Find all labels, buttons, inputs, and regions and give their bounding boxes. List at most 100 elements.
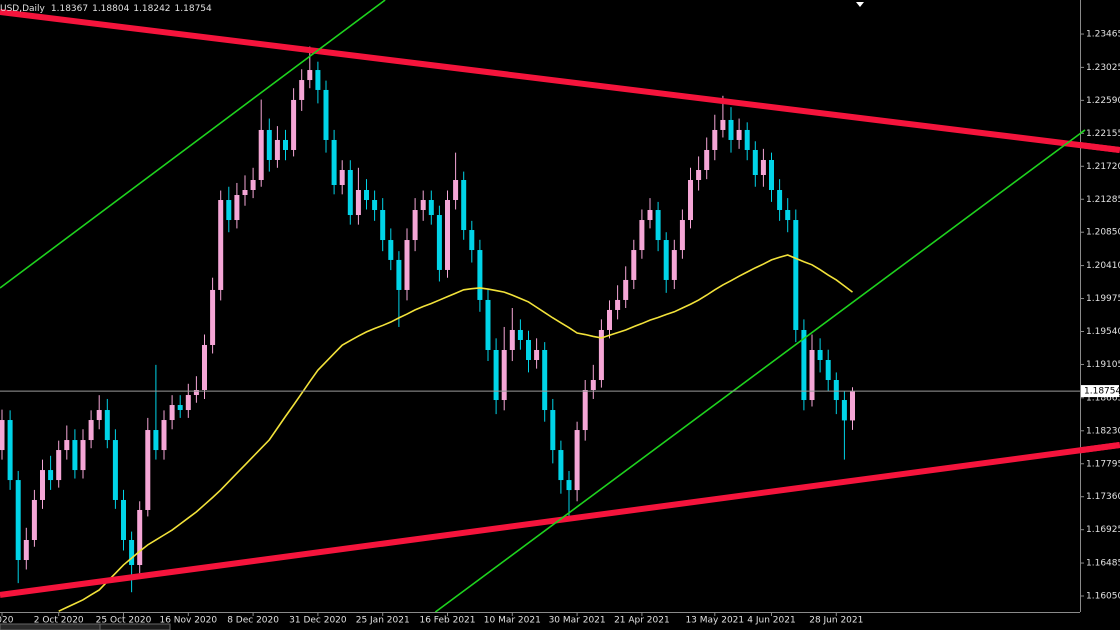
candle-body bbox=[825, 360, 831, 381]
candle-body bbox=[15, 480, 21, 561]
candle-body bbox=[339, 169, 345, 186]
candle-body bbox=[388, 240, 394, 260]
candle-body bbox=[485, 299, 491, 350]
candle-body bbox=[347, 169, 353, 216]
candle-body bbox=[704, 149, 710, 170]
candle-body bbox=[226, 200, 232, 221]
candle-body bbox=[777, 190, 783, 211]
header-open: 1.18367 bbox=[51, 4, 88, 14]
candle-body bbox=[720, 119, 726, 130]
candle-body bbox=[809, 349, 815, 401]
tab[interactable] bbox=[99, 623, 171, 630]
candle-body bbox=[590, 380, 596, 391]
candle-body bbox=[477, 250, 483, 300]
candle-body bbox=[266, 129, 272, 160]
candle-body bbox=[769, 159, 774, 191]
candle-body bbox=[380, 210, 386, 241]
y-tick-label: 1.20850 bbox=[1086, 228, 1120, 238]
candle-body bbox=[72, 440, 78, 471]
candle-body bbox=[493, 349, 499, 401]
trendline bbox=[0, 8, 1120, 153]
price-label-box bbox=[1081, 385, 1119, 398]
y-tick-label: 1.18665 bbox=[1086, 393, 1120, 403]
header-low: 1.18242 bbox=[133, 4, 170, 14]
candle-body bbox=[469, 230, 475, 251]
candle-body bbox=[153, 430, 159, 451]
x-tick-label: 10 Mar 2021 bbox=[484, 616, 541, 626]
y-tick-label: 1.23025 bbox=[1086, 63, 1120, 73]
candle-body bbox=[428, 200, 434, 216]
x-tick-label: 4 Jun 2021 bbox=[747, 616, 795, 626]
candle-body bbox=[396, 259, 402, 290]
candle-body bbox=[274, 139, 280, 160]
candle-body bbox=[64, 440, 70, 451]
candle-body bbox=[550, 410, 556, 451]
chart-header: USD,Daily 1.18367 1.18804 1.18242 1.18754 bbox=[0, 4, 212, 14]
candle-body bbox=[453, 180, 459, 201]
candle-body bbox=[534, 349, 540, 360]
candle-body bbox=[364, 190, 369, 201]
candle-body bbox=[145, 430, 151, 510]
x-tick-label: 2 Oct 2020 bbox=[34, 616, 84, 626]
x-tick-label: 28 Jun 2021 bbox=[809, 616, 863, 626]
candle-body bbox=[566, 480, 572, 491]
candle-body bbox=[688, 180, 693, 221]
x-tick-label: 30 Mar 2021 bbox=[549, 616, 606, 626]
candle-body bbox=[841, 400, 847, 421]
shift-marker bbox=[856, 2, 864, 7]
candle-body bbox=[574, 430, 580, 491]
header-high: 1.18804 bbox=[92, 4, 129, 14]
x-tick-label: 25 Oct 2020 bbox=[96, 616, 152, 626]
candle-body bbox=[48, 470, 54, 481]
candle-body bbox=[56, 450, 62, 481]
y-tick-label: 1.17795 bbox=[1086, 459, 1120, 469]
y-tick-label: 1.23465 bbox=[1086, 30, 1120, 40]
candle-body bbox=[372, 200, 378, 211]
y-tick-label: 1.22590 bbox=[1086, 96, 1120, 106]
y-tick-label: 1.16050 bbox=[1086, 592, 1120, 602]
candle-body bbox=[40, 470, 45, 500]
candle-body bbox=[736, 129, 742, 140]
candle-body bbox=[542, 349, 548, 411]
plot-area bbox=[0, 0, 1120, 612]
y-tick-label: 1.21285 bbox=[1086, 195, 1120, 205]
candle-body bbox=[307, 70, 313, 81]
candle-body bbox=[793, 220, 799, 330]
x-tick-label: 8 Dec 2020 bbox=[227, 616, 279, 626]
candle-body bbox=[445, 200, 450, 270]
candle-body bbox=[299, 80, 305, 100]
y-tick-label: 1.19540 bbox=[1086, 327, 1120, 337]
candle-body bbox=[104, 410, 110, 441]
candle-body bbox=[850, 391, 855, 421]
trendline bbox=[434, 129, 1086, 612]
x-tick-label: 16 Feb 2021 bbox=[419, 616, 475, 626]
candle-body bbox=[801, 329, 807, 401]
candle-body bbox=[315, 70, 321, 90]
candle-body bbox=[623, 279, 629, 300]
symbol: USD,Daily bbox=[0, 4, 46, 14]
candle-body bbox=[760, 159, 766, 175]
candle-body bbox=[7, 420, 13, 481]
trendline bbox=[0, 0, 386, 289]
candle-body bbox=[607, 309, 612, 330]
candle-body bbox=[833, 380, 839, 401]
candle-body bbox=[647, 210, 653, 221]
candle-body bbox=[88, 420, 94, 441]
candle-body bbox=[785, 210, 791, 221]
candle-body bbox=[598, 329, 604, 381]
candle-body bbox=[655, 210, 661, 241]
candle-body bbox=[129, 540, 135, 566]
candle-body bbox=[696, 169, 702, 180]
candle-body bbox=[501, 349, 507, 401]
candle-body bbox=[331, 139, 337, 186]
candle-body bbox=[218, 200, 224, 290]
candle-body bbox=[817, 349, 823, 360]
candle-body bbox=[112, 440, 118, 500]
candle-body bbox=[202, 344, 207, 391]
y-tick-label: 1.20410 bbox=[1086, 261, 1120, 271]
price-label: 1.18754 bbox=[1084, 387, 1120, 397]
candle-body bbox=[728, 119, 734, 140]
candle-body bbox=[752, 149, 758, 175]
